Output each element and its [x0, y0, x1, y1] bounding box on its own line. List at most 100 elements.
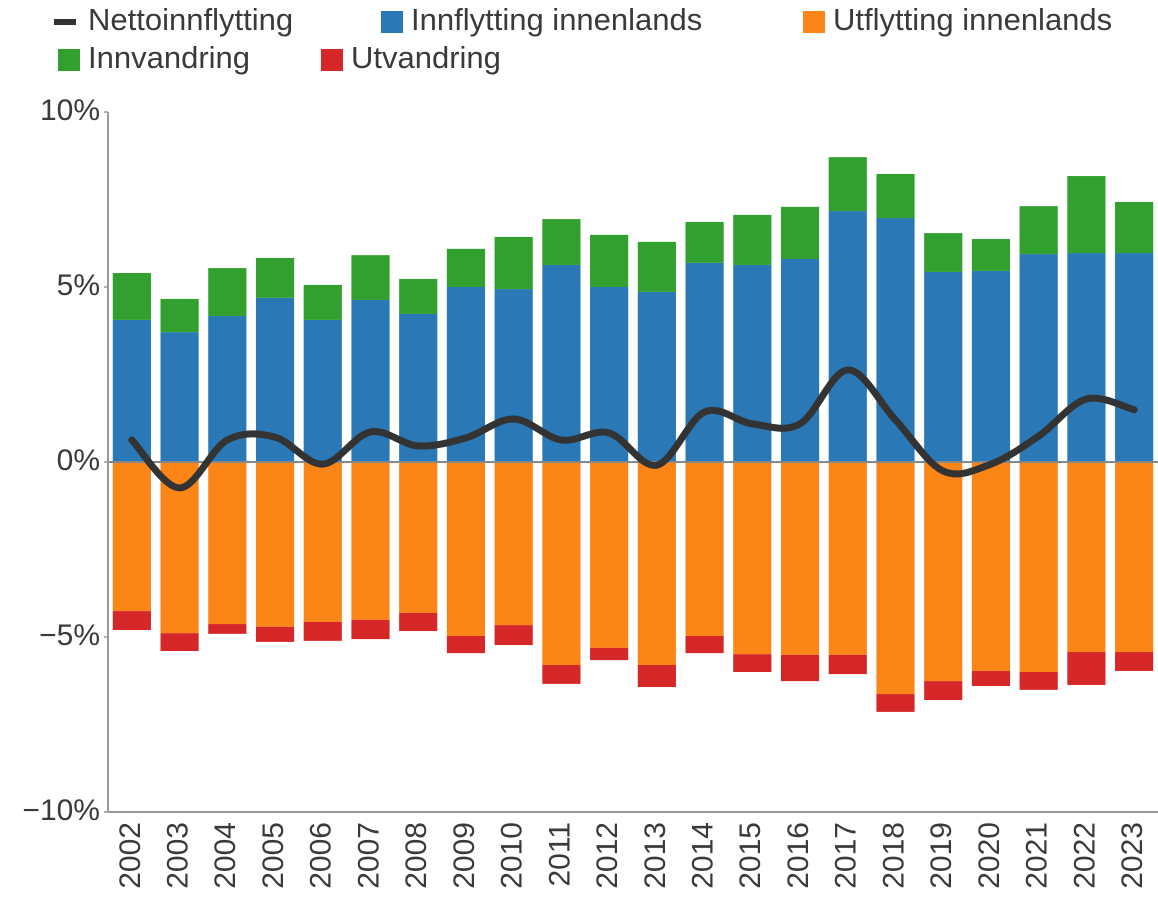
x-tick-label: 2017 — [830, 822, 863, 889]
legend-swatch — [54, 19, 76, 25]
legend-swatch — [58, 49, 80, 71]
bar — [924, 233, 963, 272]
bar — [208, 268, 247, 317]
bar — [399, 313, 438, 462]
legend-swatch — [381, 11, 403, 33]
bar — [255, 462, 295, 627]
x-tick-label: 2004 — [209, 822, 242, 889]
x-tick-label: 2020 — [973, 822, 1006, 889]
bar — [446, 248, 486, 287]
legend-swatch — [321, 49, 343, 71]
bar — [255, 626, 295, 642]
bar — [971, 239, 1011, 271]
bar — [924, 462, 963, 682]
bar — [1115, 253, 1154, 462]
bar — [255, 257, 295, 298]
x-tick-label: 2002 — [114, 822, 147, 889]
x-tick-label: 2010 — [496, 822, 529, 889]
bar — [971, 462, 1011, 671]
x-tick-label: 2022 — [1068, 822, 1101, 889]
bar — [828, 462, 867, 655]
bar — [780, 206, 820, 259]
bar — [112, 273, 151, 320]
y-tick-label: 10% — [40, 94, 100, 127]
bar — [590, 234, 629, 287]
bar — [399, 462, 438, 613]
legend-label: Innflytting innenlands — [411, 2, 702, 37]
bar — [303, 462, 342, 622]
bar — [828, 654, 867, 675]
bar — [303, 319, 342, 462]
y-tick-label: 5% — [57, 269, 100, 302]
bar — [685, 635, 724, 654]
legend-label: Innvandring — [88, 40, 250, 75]
bar — [208, 624, 247, 634]
legend: Nettoinnflytting Innflytting innenlands Ut… — [54, 2, 1112, 75]
x-tick-label: 2014 — [687, 822, 720, 889]
bar — [494, 625, 533, 646]
bar — [208, 462, 247, 625]
bar — [1019, 462, 1058, 672]
x-tick-label: 2019 — [925, 822, 958, 889]
bar — [303, 284, 342, 320]
x-tick-label: 2016 — [782, 822, 815, 889]
bar — [160, 332, 199, 462]
bar — [351, 255, 390, 300]
legend-label: Utvandring — [351, 40, 501, 75]
y-tick-label: 0% — [57, 444, 100, 477]
bar — [637, 462, 676, 665]
x-tick-label: 2023 — [1116, 822, 1149, 889]
bar — [351, 462, 390, 620]
x-tick-label: 2018 — [877, 822, 910, 889]
bar — [303, 621, 342, 641]
bar — [637, 665, 676, 688]
bar — [160, 633, 199, 651]
bar — [876, 173, 915, 219]
bar — [1067, 462, 1106, 653]
bar — [876, 462, 915, 695]
bar — [685, 262, 724, 462]
bar — [1067, 176, 1106, 254]
bar — [924, 271, 963, 462]
bar — [399, 278, 438, 314]
x-tick-label: 2013 — [639, 822, 672, 889]
bar — [160, 298, 199, 333]
bar — [1019, 254, 1058, 462]
bar — [542, 264, 581, 462]
bar — [590, 647, 629, 661]
bar — [733, 264, 772, 462]
bar — [446, 635, 486, 654]
x-tick-label: 2006 — [305, 822, 338, 889]
bar — [637, 291, 676, 462]
bar — [924, 681, 963, 700]
legend-swatch — [803, 11, 825, 33]
bar — [446, 462, 486, 636]
bar — [542, 462, 581, 665]
bar — [828, 157, 867, 212]
bar — [1019, 206, 1058, 255]
x-tick-label: 2007 — [352, 822, 385, 889]
legend-label: Utflytting innenlands — [833, 2, 1112, 37]
bar — [685, 462, 724, 636]
x-tick-label: 2021 — [1021, 822, 1054, 889]
bar — [733, 462, 772, 655]
bar — [112, 611, 151, 630]
bar — [1067, 253, 1106, 462]
bar — [780, 654, 820, 682]
bar — [971, 670, 1011, 686]
bar — [733, 214, 772, 265]
bar — [494, 462, 533, 626]
x-tick-label: 2003 — [162, 822, 195, 889]
x-tick-label: 2012 — [591, 822, 624, 889]
bar — [828, 211, 867, 462]
bar — [399, 612, 438, 632]
y-tick-label: −10% — [22, 794, 100, 827]
bar — [1115, 462, 1154, 653]
bar — [1019, 672, 1058, 690]
x-tick-label: 2008 — [400, 822, 433, 889]
line — [128, 366, 1138, 492]
bar — [542, 219, 581, 265]
bar — [685, 221, 724, 263]
bar — [1115, 201, 1154, 254]
